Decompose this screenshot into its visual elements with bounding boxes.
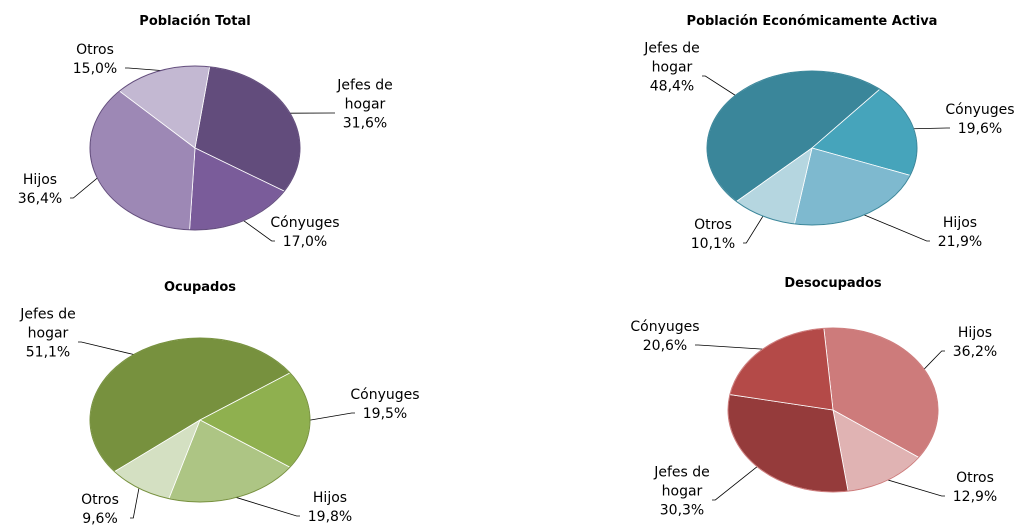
category-label: Jefes de hogar bbox=[654, 464, 710, 500]
slice-label: Otros 9,6% bbox=[63, 491, 137, 529]
leader-line bbox=[863, 214, 930, 242]
slice-label: Hijos 36,4% bbox=[3, 171, 77, 209]
leader-line bbox=[236, 497, 300, 517]
leader-line bbox=[702, 75, 736, 96]
value-label: 10,1% bbox=[690, 236, 736, 252]
category-label: Cónyuges bbox=[945, 102, 1015, 118]
value-label: 19,6% bbox=[957, 121, 1003, 137]
slice-label: Hijos 21,9% bbox=[923, 214, 997, 252]
chart-title: Población Total bbox=[139, 14, 251, 29]
slice-label: Cónyuges 20,6% bbox=[628, 318, 702, 356]
slice-label: Hijos 19,8% bbox=[293, 489, 367, 527]
value-label: 30,3% bbox=[659, 502, 705, 519]
value-label: 36,2% bbox=[952, 344, 998, 360]
category-label: Cónyuges bbox=[270, 215, 340, 231]
slice-label: Jefes de hogar 30,3% bbox=[645, 464, 719, 521]
leader-line bbox=[695, 344, 763, 350]
slice-label: Jefes de hogar 51,1% bbox=[11, 306, 85, 363]
value-label: 51,1% bbox=[25, 344, 71, 361]
pie-outline bbox=[89, 65, 301, 231]
leader-line bbox=[712, 466, 758, 501]
value-label: 21,9% bbox=[937, 234, 983, 250]
chart-title: Población Económicamente Activa bbox=[686, 14, 938, 29]
chart-title: Ocupados bbox=[163, 280, 237, 295]
value-label: 19,5% bbox=[362, 406, 408, 422]
category-label: Jefes de hogar bbox=[337, 77, 393, 113]
category-label: Hijos bbox=[22, 172, 58, 188]
slice-label: Otros 15,0% bbox=[58, 41, 132, 79]
leader-line bbox=[887, 479, 945, 497]
leader-line bbox=[78, 341, 134, 355]
leader-line bbox=[923, 350, 945, 370]
category-label: Cónyuges bbox=[630, 319, 700, 335]
value-label: 36,4% bbox=[17, 191, 63, 207]
category-label: Hijos bbox=[942, 215, 978, 231]
value-label: 9,6% bbox=[82, 511, 118, 527]
leader-line bbox=[70, 177, 98, 199]
value-label: 20,6% bbox=[642, 338, 688, 354]
category-label: Otros bbox=[81, 492, 119, 508]
slice-label: Cónyuges 19,6% bbox=[943, 101, 1017, 139]
leader-line bbox=[130, 488, 140, 519]
slice-label: Otros 12,9% bbox=[938, 469, 1012, 507]
category-label: Jefes de hogar bbox=[644, 40, 700, 76]
value-label: 12,9% bbox=[952, 489, 998, 505]
value-label: 31,6% bbox=[342, 115, 388, 132]
value-label: 17,0% bbox=[282, 234, 328, 250]
category-label: Cónyuges bbox=[350, 387, 420, 403]
category-label: Hijos bbox=[312, 490, 348, 506]
leader-line bbox=[743, 215, 764, 244]
category-label: Hijos bbox=[957, 325, 993, 341]
category-label: Otros bbox=[956, 470, 994, 486]
pie-outline bbox=[89, 337, 311, 503]
slice-label: Jefes de hogar 48,4% bbox=[635, 40, 709, 97]
slice-label: Cónyuges 17,0% bbox=[268, 214, 342, 252]
value-label: 19,8% bbox=[307, 509, 353, 525]
pie-outline bbox=[727, 327, 939, 493]
slice-label: Jefes de hogar 31,6% bbox=[328, 77, 402, 134]
value-label: 48,4% bbox=[649, 78, 695, 95]
slice-label: Cónyuges 19,5% bbox=[348, 386, 422, 424]
pie-outline bbox=[706, 70, 918, 226]
leader-line bbox=[125, 67, 161, 71]
category-label: Otros bbox=[694, 217, 732, 233]
leader-line bbox=[309, 412, 355, 421]
chart-title: Desocupados bbox=[784, 276, 882, 291]
slice-label: Otros 10,1% bbox=[676, 216, 750, 254]
slice-label: Hijos 36,2% bbox=[938, 324, 1012, 362]
value-label: 15,0% bbox=[72, 61, 118, 77]
leader-line bbox=[913, 127, 950, 130]
leader-line bbox=[243, 220, 275, 242]
category-label: Jefes de hogar bbox=[20, 306, 76, 342]
category-label: Otros bbox=[76, 42, 114, 58]
